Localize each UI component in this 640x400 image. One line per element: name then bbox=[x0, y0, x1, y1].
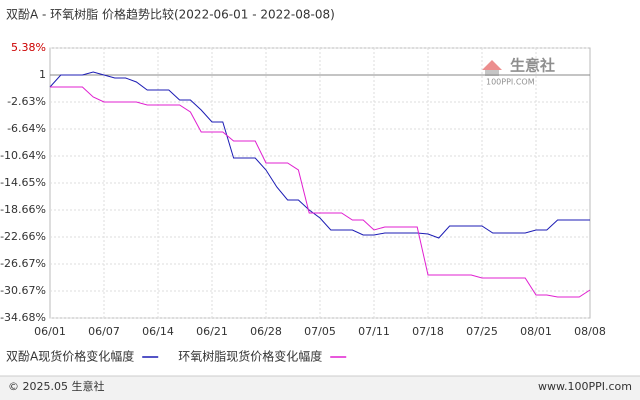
y-tick-label: -26.67% bbox=[0, 257, 46, 270]
y-tick-label: -34.68% bbox=[0, 311, 46, 324]
chart-title: 双酚A - 环氧树脂 价格趋势比较(2022-06-01 - 2022-08-0… bbox=[6, 7, 335, 22]
x-tick-label: 06/28 bbox=[250, 325, 282, 338]
x-tick-label: 08/01 bbox=[520, 325, 552, 338]
y-tick-label: -2.63% bbox=[7, 95, 46, 108]
x-tick-label: 06/07 bbox=[88, 325, 120, 338]
y-tick-label: -22.66% bbox=[0, 230, 46, 243]
y-tick-label: -14.65% bbox=[0, 176, 46, 189]
watermark-icon bbox=[482, 60, 502, 70]
watermark-icon bbox=[485, 70, 499, 76]
watermark-site: 100PPI.COM bbox=[486, 78, 535, 87]
series-line bbox=[49, 71, 590, 239]
y-tick-label: 1 bbox=[39, 68, 46, 81]
y-tick-label: -10.64% bbox=[0, 149, 46, 162]
y-tick-label: -18.66% bbox=[0, 203, 46, 216]
x-tick-label: 07/18 bbox=[412, 325, 444, 338]
x-tick-label: 06/21 bbox=[196, 325, 228, 338]
footer-bar bbox=[0, 376, 640, 400]
y-tick-label: 5.38% bbox=[11, 41, 46, 54]
legend-label: 环氧树脂现货价格变化幅度 bbox=[178, 349, 322, 364]
x-tick-label: 08/08 bbox=[574, 325, 606, 338]
y-tick-label: -30.67% bbox=[0, 284, 46, 297]
footer-right: www.100PPI.com bbox=[538, 380, 632, 393]
footer-left: © 2025.05 生意社 bbox=[8, 379, 104, 393]
legend-label: 双酚A现货价格变化幅度 bbox=[6, 349, 134, 364]
x-tick-label: 06/14 bbox=[142, 325, 174, 338]
x-tick-label: 07/05 bbox=[304, 325, 336, 338]
series-line bbox=[50, 86, 591, 298]
x-tick-label: 07/11 bbox=[358, 325, 390, 338]
x-tick-label: 06/01 bbox=[34, 325, 66, 338]
watermark-name: 生意社 bbox=[510, 57, 555, 75]
y-tick-label: -6.64% bbox=[7, 122, 46, 135]
watermark: 生意社 100PPI.COM bbox=[482, 57, 555, 87]
x-tick-label: 07/25 bbox=[466, 325, 498, 338]
